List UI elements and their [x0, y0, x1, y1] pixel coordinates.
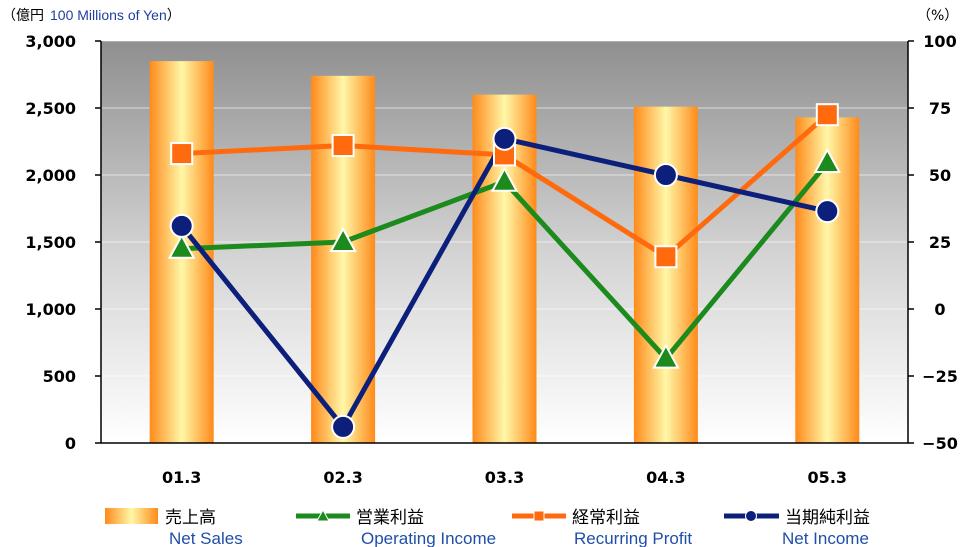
- point-operating-income: [168, 233, 196, 259]
- left-tick-label: 500: [43, 367, 76, 386]
- left-axis-unit: （億円 100 Millions of Yen）: [2, 7, 181, 24]
- left-ticks: 3,000 2,500 2,000 1,500 1,000 500 0: [25, 32, 101, 453]
- right-tick-label: 25: [929, 233, 951, 252]
- x-tick-label: 02.3: [323, 468, 362, 487]
- legend-item-net-income: 当期純利益 Net Income: [724, 508, 870, 547]
- right-axis-unit: （%）: [917, 8, 958, 24]
- point-operating-income: [490, 166, 519, 192]
- left-tick-label: 0: [65, 434, 76, 453]
- point-operating-income: [813, 147, 841, 173]
- legend-label-en: Net Income: [782, 529, 869, 547]
- point-net-income: [815, 199, 840, 224]
- legend-square-marker: [533, 510, 545, 522]
- left-axis-unit-close: ）: [167, 8, 181, 24]
- point-recurring-profit: [815, 103, 839, 127]
- legend-label-en: Recurring Profit: [574, 529, 692, 547]
- bar-net-sales: [633, 106, 698, 443]
- legend-label-jp: 売上高: [165, 508, 216, 528]
- point-recurring-profit: [331, 134, 355, 158]
- point-operating-income: [652, 343, 680, 369]
- x-tick-label: 04.3: [646, 468, 685, 487]
- point-recurring-profit: [170, 142, 194, 166]
- right-tick-label: −50: [922, 434, 958, 453]
- legend-item-recurring-profit: 経常利益 Recurring Profit: [512, 508, 692, 547]
- point-net-income: [653, 163, 678, 187]
- legend-label-en: Net Sales: [169, 529, 243, 547]
- right-tick-label: 75: [929, 99, 951, 118]
- legend-label-jp: 経常利益: [572, 508, 640, 528]
- x-ticks: 01.3 02.3 03.3 04.3 05.3: [162, 468, 847, 487]
- legend: 売上高 Net Sales 営業利益 Operating Income 経常利益…: [105, 508, 870, 547]
- x-tick-label: 01.3: [162, 468, 201, 487]
- right-tick-label: 100: [923, 32, 956, 51]
- left-tick-label: 2,500: [25, 99, 76, 118]
- left-tick-label: 3,000: [25, 32, 76, 51]
- legend-triangle-marker: [316, 508, 330, 522]
- legend-label-en: Operating Income: [361, 529, 496, 547]
- point-net-income: [331, 414, 356, 439]
- left-axis-unit-en: 100 Millions of Yen: [50, 7, 167, 23]
- legend-circle-marker: [745, 510, 757, 522]
- right-tick-label: 50: [929, 166, 951, 185]
- point-operating-income: [329, 226, 357, 252]
- right-tick-label: −25: [922, 367, 958, 386]
- legend-item-net-sales: 売上高 Net Sales: [105, 508, 243, 547]
- legend-bar-swatch: [105, 508, 158, 524]
- point-net-income: [169, 213, 194, 238]
- legend-item-operating-income: 営業利益 Operating Income: [296, 508, 496, 547]
- point-recurring-profit: [654, 245, 678, 269]
- right-ticks: 100 75 50 25 0 −25 −50: [908, 32, 958, 453]
- right-tick-label: 0: [934, 300, 945, 319]
- left-tick-label: 2,000: [25, 166, 76, 185]
- legend-label-jp: 営業利益: [356, 508, 424, 528]
- left-axis-unit-jp: （億円: [2, 8, 44, 24]
- x-tick-label: 05.3: [808, 468, 847, 487]
- legend-label-jp: 当期純利益: [785, 508, 870, 528]
- left-tick-label: 1,000: [25, 300, 76, 319]
- left-tick-label: 1,500: [25, 233, 76, 252]
- point-net-income: [492, 126, 517, 151]
- markers-layer: [168, 103, 841, 439]
- x-tick-label: 03.3: [485, 468, 524, 487]
